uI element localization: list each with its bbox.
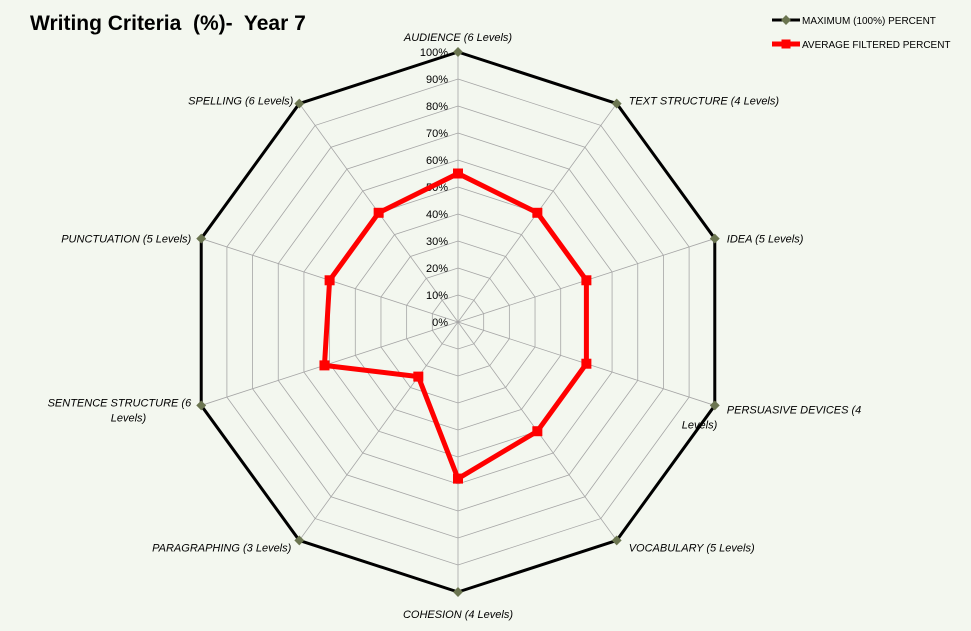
data-point-maximum xyxy=(196,233,207,244)
tick-label: 70% xyxy=(426,128,448,140)
tick-label: 30% xyxy=(426,236,448,248)
axis-label: AUDIENCE (6 Levels) xyxy=(403,32,513,44)
tick-label: 20% xyxy=(426,263,448,275)
tick-label: 40% xyxy=(426,209,448,221)
tick-label: 60% xyxy=(426,155,448,167)
data-point-maximum xyxy=(611,535,622,546)
data-point-average xyxy=(373,207,384,218)
axis-label: VOCABULARY (5 Levels) xyxy=(629,542,755,554)
axis-label: PERSUASIVE DEVICES (4 Levels) xyxy=(682,404,862,431)
data-point-maximum xyxy=(196,400,207,411)
axis-label: TEXT STRUCTURE (4 Levels) xyxy=(629,96,780,108)
data-point-maximum xyxy=(453,587,463,597)
data-point-average xyxy=(581,358,592,369)
radar-tick-labels: 0%10%20%30%40%50%60%70%80%90%100% xyxy=(420,47,448,329)
data-point-maximum xyxy=(453,47,463,57)
data-point-average xyxy=(532,426,543,437)
tick-label: 90% xyxy=(426,74,448,86)
data-point-maximum xyxy=(709,400,720,411)
axis-label: PARAGRAPHING (3 Levels) xyxy=(152,542,292,554)
axis-label: SENTENCE STRUCTURE (6 Levels) xyxy=(48,397,193,424)
data-point-average xyxy=(453,168,463,179)
data-point-maximum xyxy=(611,98,622,109)
legend-marker xyxy=(781,15,791,25)
radar-series xyxy=(196,47,720,597)
axis-label: SPELLING (6 Levels) xyxy=(188,96,293,108)
tick-label: 10% xyxy=(426,290,448,302)
legend-label: AVERAGE FILTERED PERCENT xyxy=(802,40,951,51)
legend-marker xyxy=(781,39,791,49)
data-point-average xyxy=(413,371,424,382)
data-point-average xyxy=(532,207,543,218)
axis-label: IDEA (5 Levels) xyxy=(727,234,804,246)
axis-label: PUNCTUATION (5 Levels) xyxy=(61,234,191,246)
data-point-average xyxy=(324,275,335,286)
radar-axis-labels: AUDIENCE (6 Levels) TEXT STRUCTURE (4 Lev… xyxy=(48,32,862,621)
data-point-average xyxy=(319,360,330,371)
tick-label: 0% xyxy=(432,317,448,329)
legend: MAXIMUM (100%) PERCENT AVERAGE FILTERED P… xyxy=(772,15,951,51)
chart-title: Writing Criteria (%)- Year 7 xyxy=(30,12,306,35)
data-point-average xyxy=(453,473,463,484)
axis-label: COHESION (4 Levels) xyxy=(403,609,513,621)
tick-label: 80% xyxy=(426,101,448,113)
data-point-maximum xyxy=(294,535,305,546)
legend-label: MAXIMUM (100%) PERCENT xyxy=(802,16,936,27)
spoke xyxy=(298,321,459,541)
data-point-average xyxy=(581,275,592,286)
data-point-maximum xyxy=(709,233,720,244)
